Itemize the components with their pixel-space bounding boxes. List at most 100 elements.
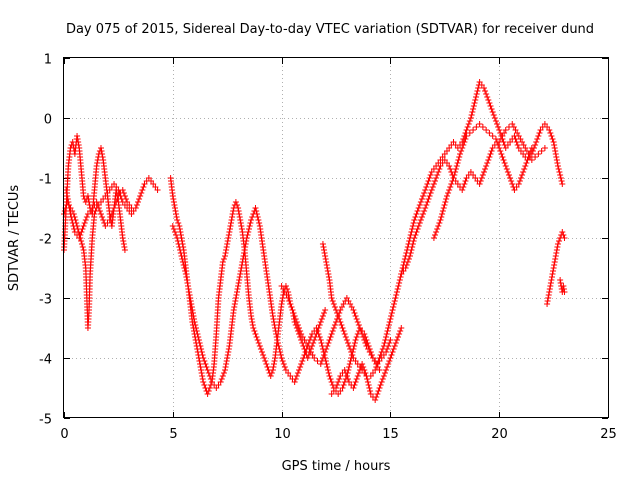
data-point bbox=[251, 328, 258, 334]
data-point bbox=[324, 364, 331, 370]
data-point bbox=[263, 361, 270, 367]
data-point bbox=[61, 208, 68, 214]
data-point bbox=[483, 91, 490, 97]
data-point bbox=[387, 337, 394, 343]
data-point bbox=[328, 379, 335, 385]
data-point bbox=[455, 157, 462, 163]
data-point bbox=[75, 142, 82, 148]
data-point bbox=[403, 262, 410, 268]
data-point bbox=[231, 304, 238, 310]
data-point bbox=[427, 172, 434, 178]
x-axis-label: GPS time / hours bbox=[282, 459, 391, 474]
data-point bbox=[293, 373, 300, 379]
data-point bbox=[473, 124, 480, 130]
data-point bbox=[177, 250, 184, 256]
data-point bbox=[174, 235, 181, 241]
data-point bbox=[71, 226, 78, 232]
data-point bbox=[65, 199, 72, 205]
data-point bbox=[138, 190, 145, 196]
data-point bbox=[321, 250, 328, 256]
data-point bbox=[198, 367, 205, 373]
series-trace-10 bbox=[278, 283, 383, 373]
data-point bbox=[252, 331, 259, 337]
data-point bbox=[430, 181, 437, 187]
data-point bbox=[520, 169, 527, 175]
data-point bbox=[416, 202, 423, 208]
data-point bbox=[232, 199, 239, 205]
data-point bbox=[408, 247, 415, 253]
data-point bbox=[294, 370, 301, 376]
data-point bbox=[489, 133, 496, 139]
data-point bbox=[393, 292, 400, 298]
data-point bbox=[217, 379, 224, 385]
data-point bbox=[391, 343, 398, 349]
data-point bbox=[386, 319, 393, 325]
data-point bbox=[376, 355, 383, 361]
data-point bbox=[479, 124, 486, 130]
data-point bbox=[347, 358, 354, 364]
data-point bbox=[538, 148, 545, 154]
data-point bbox=[296, 367, 303, 373]
data-point bbox=[74, 136, 81, 142]
data-point bbox=[274, 337, 281, 343]
data-point bbox=[416, 220, 423, 226]
data-point bbox=[424, 181, 431, 187]
data-point bbox=[393, 337, 400, 343]
data-point bbox=[317, 319, 324, 325]
data-point bbox=[291, 379, 298, 385]
data-point bbox=[364, 379, 371, 385]
data-point bbox=[324, 268, 331, 274]
data-point bbox=[294, 322, 301, 328]
data-point bbox=[377, 352, 384, 358]
data-point bbox=[256, 343, 263, 349]
data-point bbox=[385, 325, 392, 331]
data-point bbox=[82, 217, 89, 223]
data-point bbox=[435, 223, 442, 229]
data-point bbox=[380, 373, 387, 379]
data-point bbox=[319, 313, 326, 319]
data-point bbox=[395, 283, 402, 289]
data-point bbox=[418, 214, 425, 220]
data-point bbox=[226, 226, 233, 232]
data-point bbox=[76, 235, 83, 241]
data-point bbox=[137, 193, 144, 199]
data-point bbox=[233, 202, 240, 208]
data-point bbox=[360, 364, 367, 370]
data-point bbox=[177, 229, 184, 235]
data-point bbox=[306, 337, 313, 343]
data-point bbox=[233, 292, 240, 298]
data-point bbox=[229, 214, 236, 220]
series-trace-2 bbox=[61, 175, 161, 331]
data-point bbox=[551, 142, 558, 148]
data-point bbox=[415, 223, 422, 229]
data-point bbox=[333, 385, 339, 391]
data-point bbox=[514, 142, 521, 148]
data-point bbox=[423, 184, 430, 190]
data-point bbox=[389, 307, 396, 313]
data-point bbox=[272, 325, 279, 331]
data-point bbox=[413, 229, 420, 235]
data-point bbox=[557, 277, 564, 283]
data-point bbox=[496, 127, 503, 133]
data-point bbox=[397, 328, 404, 334]
data-point bbox=[123, 196, 130, 202]
data-point bbox=[420, 193, 427, 199]
data-point bbox=[443, 196, 450, 202]
data-point bbox=[351, 340, 358, 346]
data-point bbox=[414, 208, 421, 214]
data-point bbox=[182, 271, 189, 277]
data-point bbox=[270, 319, 277, 325]
data-point bbox=[384, 328, 391, 334]
data-point bbox=[187, 298, 194, 304]
data-point bbox=[505, 172, 512, 178]
data-point bbox=[222, 367, 229, 373]
data-point bbox=[425, 178, 432, 184]
data-point bbox=[171, 229, 178, 235]
data-point bbox=[535, 133, 542, 139]
data-point bbox=[79, 226, 86, 232]
data-point bbox=[191, 316, 198, 322]
data-point bbox=[501, 160, 508, 166]
series-trace-9 bbox=[328, 325, 405, 403]
data-point bbox=[259, 349, 266, 355]
data-point bbox=[298, 361, 305, 367]
